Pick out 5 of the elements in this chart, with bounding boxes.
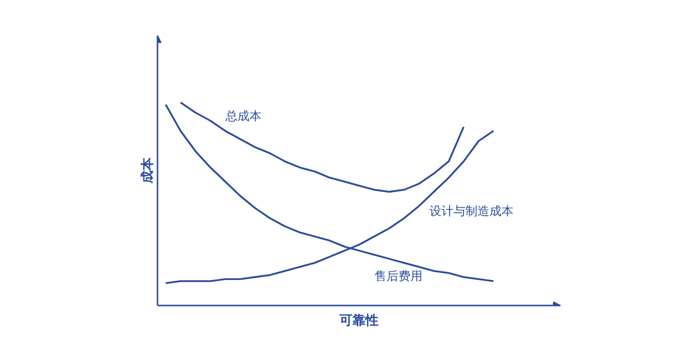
series-label: 总成本 (224, 108, 262, 123)
y-axis-title: 成本 (140, 156, 156, 184)
series-label: 售后费用 (374, 269, 422, 284)
series-label: 设计与制造成本 (429, 204, 514, 218)
x-axis-title: 可靠性 (338, 314, 378, 328)
